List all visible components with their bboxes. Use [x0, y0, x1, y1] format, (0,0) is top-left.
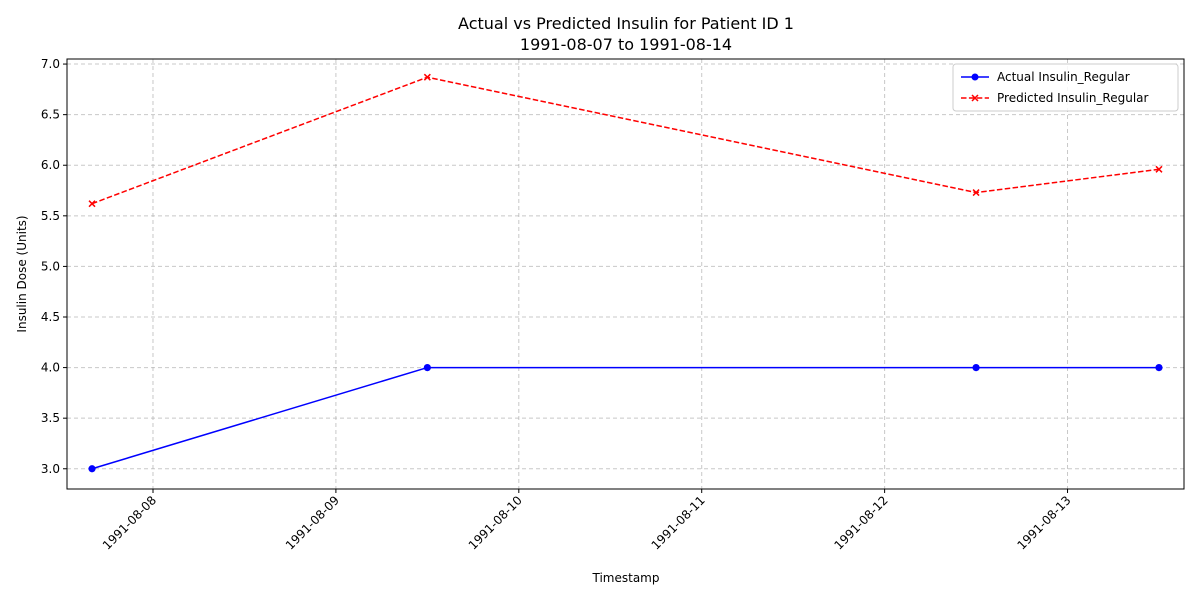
y-tick-label: 4.0 — [41, 361, 60, 375]
x-axis-label: Timestamp — [592, 571, 660, 585]
data-point-0 — [972, 363, 980, 372]
legend-actual-marker — [971, 73, 979, 81]
y-axis-ticks: 3.0 3.5 4.0 4.5 5.0 5.5 6.0 6.5 7.0 — [41, 57, 67, 476]
data-point-1 — [88, 200, 96, 208]
x-tick-label: 1991-08-08 — [100, 493, 159, 552]
legend-predicted-label: Predicted Insulin_Regular — [997, 91, 1149, 105]
y-tick-label: 3.0 — [41, 462, 60, 476]
y-tick-label: 6.0 — [41, 158, 60, 172]
x-tick-label: 1991-08-13 — [1014, 493, 1073, 552]
y-tick-label: 7.0 — [41, 57, 60, 71]
x-tick-label: 1991-08-10 — [466, 493, 525, 552]
data-point-0 — [423, 363, 431, 372]
data-point-1 — [972, 189, 980, 197]
x-axis-ticks: 1991-08-08 1991-08-09 1991-08-10 1991-08-11… — [100, 489, 1074, 552]
y-tick-label: 6.5 — [41, 108, 60, 122]
grid-lines — [67, 59, 1184, 489]
series-line-0 — [91, 366, 1159, 470]
y-tick-label: 5.5 — [41, 209, 60, 223]
legend: Actual Insulin_Regular Predicted Insulin… — [952, 63, 1179, 112]
y-axis-label: Insulin Dose (Units) — [15, 215, 29, 332]
chart-title: Actual vs Predicted Insulin for Patient … — [458, 14, 794, 33]
data-point-0 — [1155, 363, 1163, 372]
series-line-1 — [91, 76, 1160, 205]
x-tick-label: 1991-08-11 — [649, 493, 708, 552]
legend-actual-label: Actual Insulin_Regular — [997, 70, 1130, 84]
chart-subtitle: 1991-08-07 to 1991-08-14 — [520, 35, 732, 54]
y-tick-label: 5.0 — [41, 259, 60, 273]
x-tick-label: 1991-08-12 — [832, 493, 891, 552]
data-markers — [88, 73, 1163, 473]
data-point-1 — [1155, 165, 1163, 173]
data-point-0 — [88, 465, 96, 473]
x-tick-label: 1991-08-09 — [283, 493, 342, 552]
plot-area-frame — [66, 58, 1185, 490]
data-point-1 — [423, 73, 431, 81]
legend-box — [952, 63, 1179, 112]
series-lines — [91, 76, 1160, 470]
y-tick-label: 4.5 — [41, 310, 60, 324]
legend-predicted-marker — [971, 94, 979, 102]
y-tick-label: 3.5 — [41, 411, 60, 425]
